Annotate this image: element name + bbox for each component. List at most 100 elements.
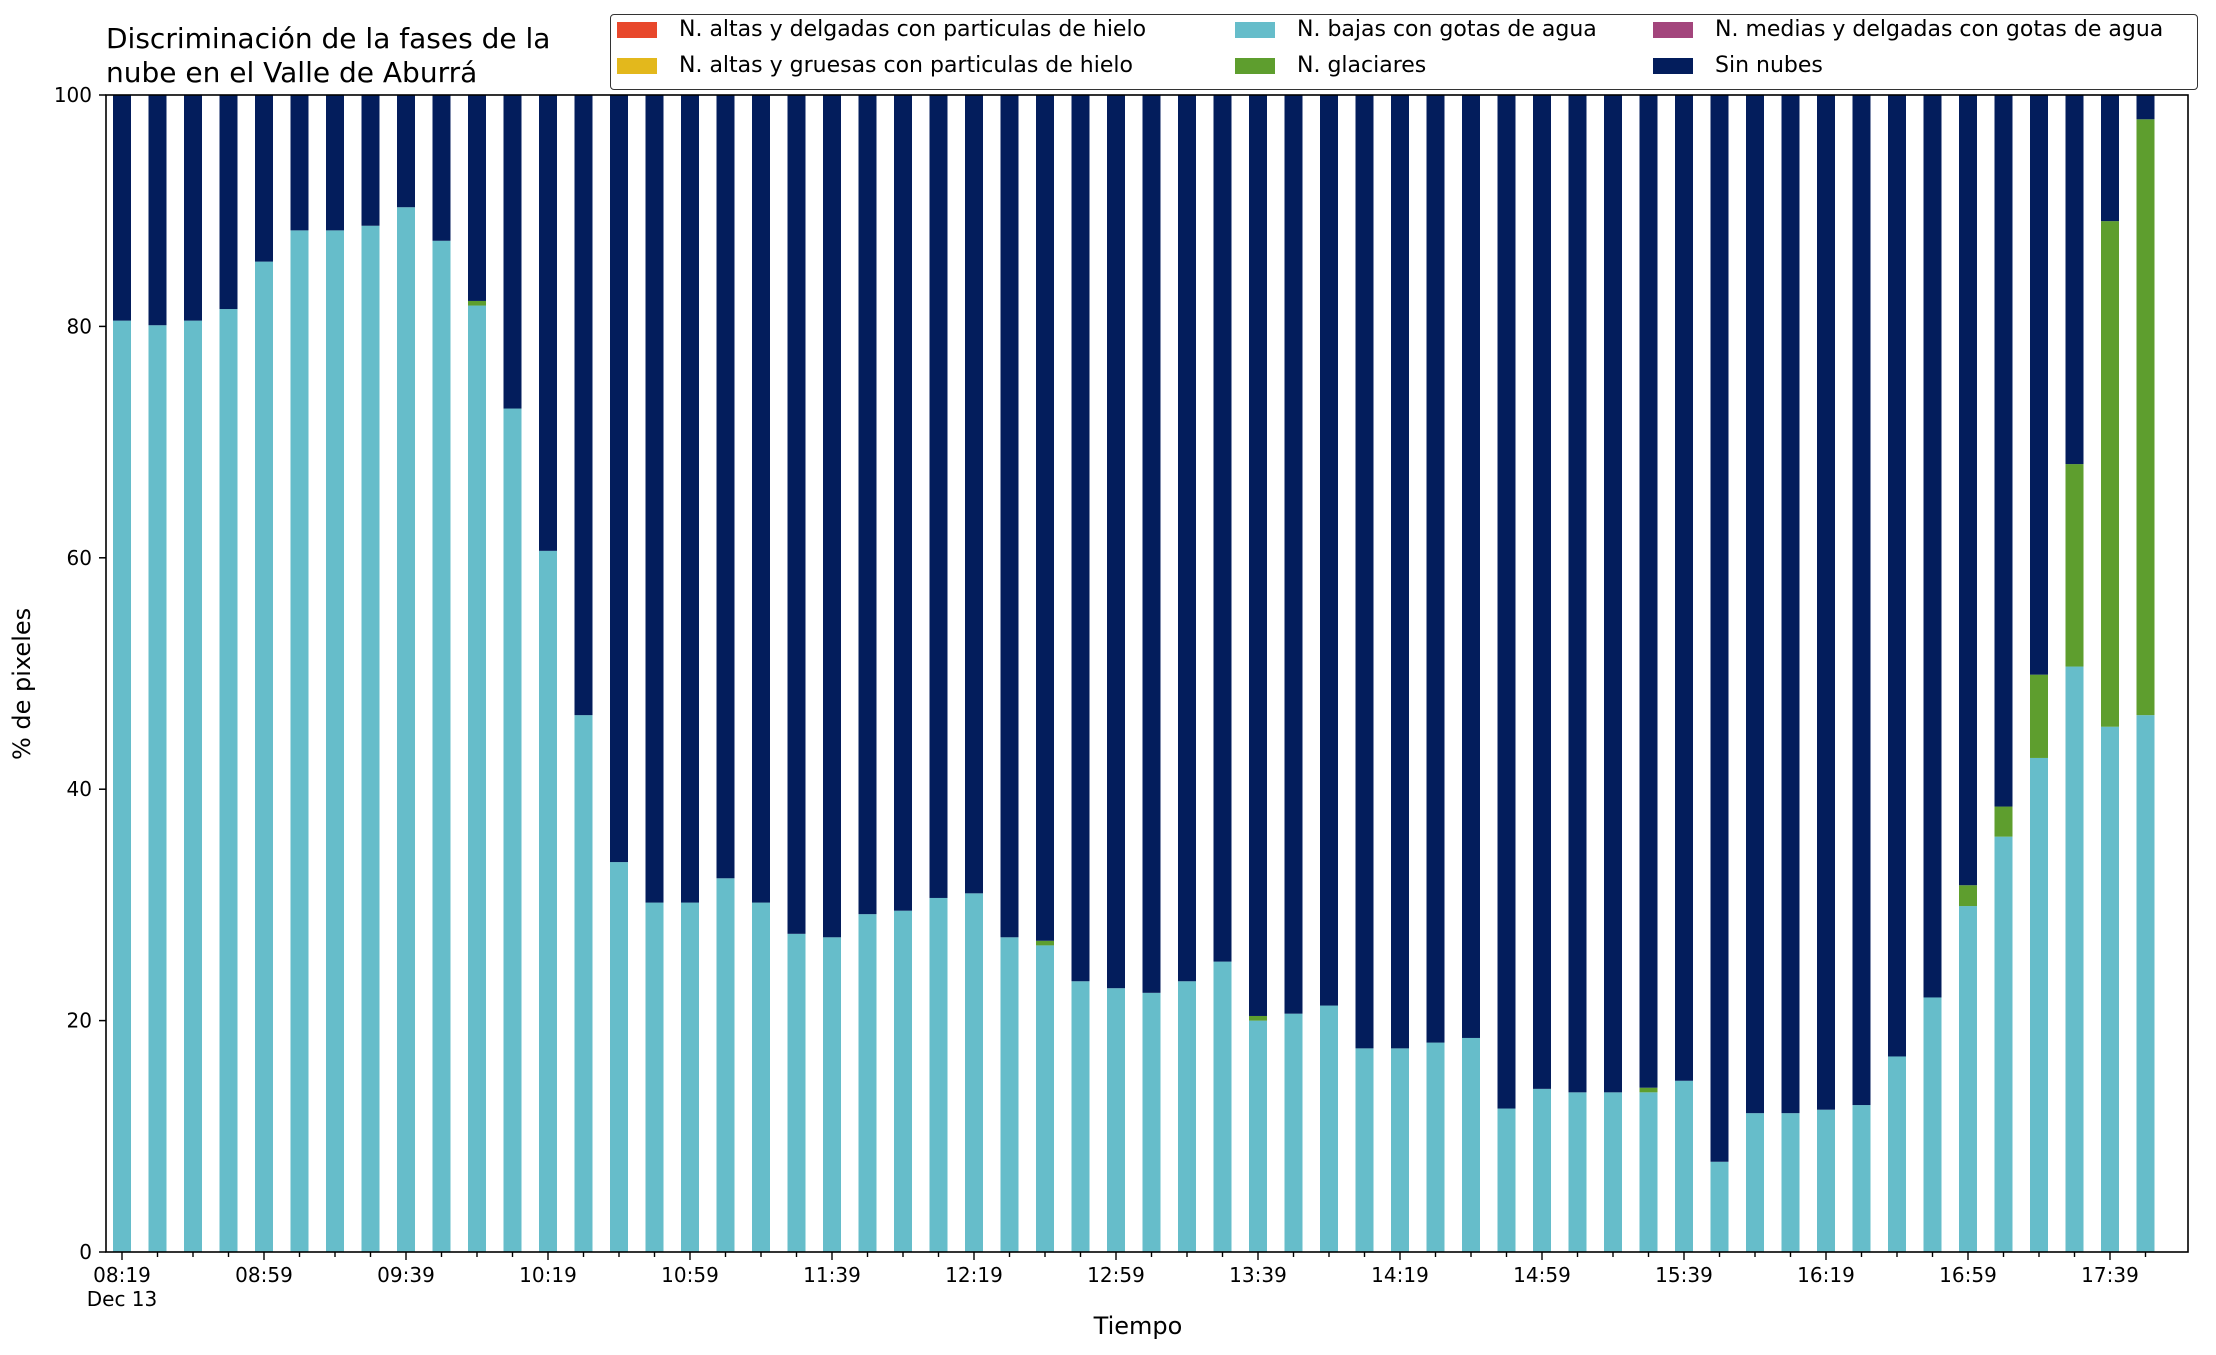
bar-segment-2-31 (1213, 961, 1232, 1252)
chart-title: Discriminación de la fases de la nube en… (106, 22, 550, 90)
bar-segment-2-55 (2065, 666, 2084, 1252)
x-tick-label: 09:39 (377, 1263, 435, 1287)
bar-segment-5-51 (1923, 95, 1942, 998)
bar-segment-2-43 (1639, 1092, 1658, 1252)
bar-segment-5-2 (184, 95, 202, 321)
bar-segment-5-35 (1355, 95, 1374, 1049)
bar-segment-5-33 (1284, 95, 1303, 1014)
bar-segment-5-9 (432, 95, 451, 241)
bar-segment-2-39 (1497, 1108, 1516, 1252)
bar-segment-5-13 (574, 95, 593, 716)
x-tick-label: 17:39 (2081, 1263, 2139, 1287)
bar-segment-2-53 (1994, 836, 2013, 1252)
bar-segment-2-2 (184, 320, 202, 1252)
bar-segment-5-29 (1142, 95, 1161, 993)
bar-segment-3-53 (1994, 806, 2013, 837)
x-tick-label: 12:59 (1087, 1263, 1145, 1287)
bar-segment-2-22 (894, 910, 912, 1252)
bar-segment-5-4 (255, 95, 273, 262)
bar-segment-2-9 (432, 240, 451, 1253)
bar-segment-5-23 (929, 95, 948, 898)
bar-segment-2-46 (1746, 1113, 1764, 1252)
bar-segment-5-50 (1888, 95, 1906, 1057)
bar-segment-5-34 (1320, 95, 1338, 1006)
bar-segment-3-56 (2101, 221, 2119, 727)
bar-segment-5-1 (148, 95, 167, 326)
bar-segment-3-43 (1639, 1087, 1658, 1093)
bar-segment-2-20 (823, 937, 841, 1252)
legend-item-bajas-gotas: N. bajas con gotas de agua (1235, 17, 1597, 42)
chart-title-line-2: nube en el Valle de Aburrá (106, 56, 478, 89)
y-tick-label: 40 (67, 777, 92, 801)
legend-swatch (1653, 57, 1693, 74)
bar-segment-2-23 (929, 897, 948, 1252)
bar-segment-2-57 (2136, 715, 2155, 1252)
y-tick-label: 60 (67, 546, 92, 570)
legend-label: N. bajas con gotas de agua (1297, 17, 1597, 42)
bar-segment-5-54 (2030, 95, 2048, 675)
plot-frame (105, 94, 2189, 1253)
y-tick-label: 100 (54, 83, 92, 107)
legend-label: N. altas y delgadas con particulas de hi… (679, 17, 1147, 42)
legend-label: N. glaciares (1297, 53, 1427, 78)
bar-segment-5-3 (219, 95, 238, 310)
legend-item-altas-gruesas: N. altas y gruesas con particulas de hie… (617, 53, 1133, 78)
legend-item-medias-delgadas: N. medias y delgadas con gotas de agua (1653, 17, 2163, 42)
bar-segment-2-45 (1710, 1161, 1729, 1252)
bar-segment-2-54 (2030, 757, 2048, 1252)
bar-segment-2-29 (1142, 992, 1161, 1252)
bar-segment-2-7 (361, 225, 380, 1253)
bar-segment-5-22 (894, 95, 912, 911)
bar-segment-5-38 (1462, 95, 1480, 1038)
chart-title-line-1: Discriminación de la fases de la (106, 22, 551, 55)
bar-segment-5-6 (326, 95, 344, 231)
bar-segment-2-52 (1959, 906, 1977, 1252)
bar-segment-5-56 (2101, 95, 2119, 222)
bar-segment-5-21 (858, 95, 877, 915)
y-tick-label: 80 (67, 314, 92, 338)
bar-segment-2-42 (1604, 1092, 1622, 1252)
bar-segment-3-54 (2030, 674, 2048, 758)
x-tick-label: 08:19 (93, 1263, 151, 1287)
x-tick-label: 10:59 (661, 1263, 719, 1287)
bar-segment-2-5 (290, 230, 309, 1252)
bar-segment-5-19 (787, 95, 806, 934)
bar-segment-2-49 (1852, 1105, 1871, 1252)
bar-segment-2-25 (1000, 937, 1019, 1252)
x-tick-label: 16:59 (1939, 1263, 1997, 1287)
chart-legend: N. altas y delgadas con particulas de hi… (610, 14, 2198, 90)
bar-segment-3-57 (2136, 119, 2155, 716)
bar-segment-3-55 (2065, 464, 2084, 667)
bar-segment-5-46 (1746, 95, 1764, 1114)
bar-segment-5-26 (1036, 95, 1054, 941)
bar-segment-5-44 (1675, 95, 1693, 1081)
legend-swatch (617, 57, 657, 74)
x-tick-label: 12:19 (945, 1263, 1003, 1287)
legend-swatch (1235, 57, 1275, 74)
bar-segment-2-19 (787, 933, 806, 1252)
x-tick-label: 14:59 (1513, 1263, 1571, 1287)
bar-segment-5-7 (361, 95, 380, 226)
bar-segment-2-44 (1675, 1080, 1693, 1252)
bar-segment-5-52 (1959, 95, 1977, 886)
bar-segment-3-10 (468, 300, 486, 306)
bar-segment-2-11 (503, 408, 522, 1252)
bar-segment-2-15 (645, 902, 664, 1252)
bar-segment-5-10 (468, 95, 486, 301)
bar-segment-5-41 (1568, 95, 1587, 1093)
bar-segment-5-48 (1817, 95, 1835, 1110)
bar-segment-2-10 (468, 305, 486, 1253)
bar-segment-5-57 (2136, 95, 2155, 120)
legend-item-altas-delgadas: N. altas y delgadas con particulas de hi… (617, 17, 1146, 42)
bar-segment-5-17 (716, 95, 735, 879)
bar-segment-2-41 (1568, 1092, 1587, 1252)
x-tick-label: 08:59 (235, 1263, 293, 1287)
bar-segment-5-20 (823, 95, 841, 938)
bar-segment-2-48 (1817, 1109, 1835, 1252)
bar-segment-2-26 (1036, 945, 1054, 1252)
bar-segment-3-26 (1036, 940, 1054, 946)
bar-segment-5-15 (645, 95, 664, 903)
y-tick-label: 0 (79, 1240, 92, 1264)
bar-segment-5-42 (1604, 95, 1622, 1093)
bar-segment-5-8 (397, 95, 415, 208)
